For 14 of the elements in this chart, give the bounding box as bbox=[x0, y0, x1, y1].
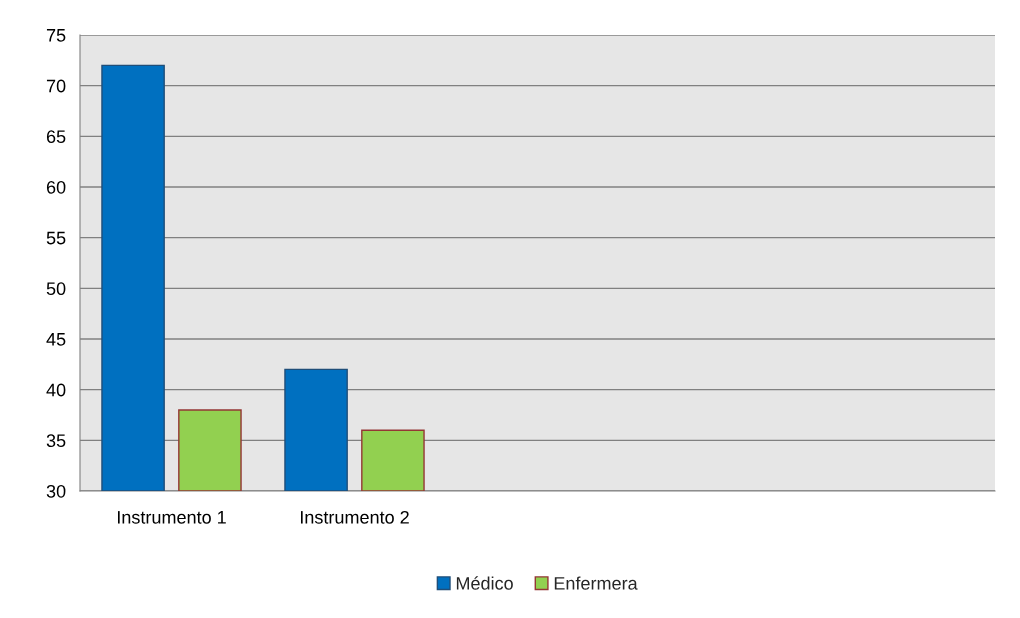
y-tick-label: 50 bbox=[46, 282, 66, 296]
y-tick-label: 65 bbox=[46, 130, 66, 144]
y-tick-label: 70 bbox=[46, 79, 66, 93]
y-tick-label: 75 bbox=[46, 29, 66, 42]
y-tick-label: 40 bbox=[46, 383, 66, 397]
legend-label: Enfermera bbox=[554, 576, 638, 590]
y-tick-label: 30 bbox=[46, 484, 66, 498]
y-tick-label: 45 bbox=[46, 333, 66, 346]
y-tick-label: 35 bbox=[46, 434, 66, 448]
x-tick-label: Instrumento 2 bbox=[300, 510, 409, 524]
y-tick-label: 55 bbox=[46, 231, 66, 245]
legend-label: Médico bbox=[456, 576, 513, 590]
x-tick-label: Instrumento 1 bbox=[117, 511, 226, 524]
y-tick-label: 60 bbox=[46, 180, 66, 194]
